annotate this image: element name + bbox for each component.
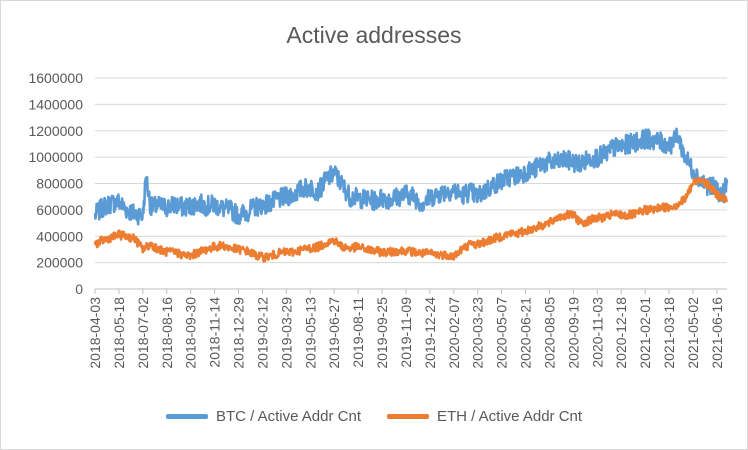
x-tick-label: 2020-11-03 <box>589 297 605 368</box>
x-tick-label: 2018-07-02 <box>135 297 151 369</box>
x-tick-label: 2018-12-29 <box>231 297 247 369</box>
x-tick-label: 2020-03-23 <box>470 297 486 369</box>
x-tick-label: 2019-06-27 <box>326 297 342 369</box>
x-tick-label: 2020-12-18 <box>613 297 629 369</box>
x-tick-label: 2020-05-07 <box>494 297 510 369</box>
legend-item-eth: ETH / Active Addr Cnt <box>387 408 582 425</box>
x-tick-label: 2020-06-21 <box>518 297 534 369</box>
y-tick-label: 400000 <box>36 228 83 244</box>
x-tick-label: 2021-03-18 <box>661 297 677 369</box>
x-tick-label: 2019-05-13 <box>302 297 318 369</box>
x-tick-label: 2021-06-16 <box>709 297 725 369</box>
x-tick-label: 2020-09-19 <box>565 297 581 369</box>
x-tick-label: 2019-11-09 <box>398 297 414 368</box>
x-tick-label: 2021-05-02 <box>685 297 701 369</box>
x-tick-label: 2018-09-30 <box>183 297 199 369</box>
legend: BTC / Active Addr Cnt ETH / Active Addr … <box>0 408 748 425</box>
y-axis-ticks: 0 200000 400000 600000 800000 1000000 1200000 1… <box>28 70 83 297</box>
legend-label-eth: ETH / Active Addr Cnt <box>437 408 583 425</box>
x-tick-label: 2018-05-18 <box>111 297 127 369</box>
y-tick-label: 1600000 <box>28 70 83 86</box>
x-tick-label: 2018-11-14 <box>207 297 223 368</box>
x-tick-label: 2020-08-05 <box>541 297 557 369</box>
x-tick-label: 2018-08-16 <box>159 297 175 369</box>
series-lines <box>93 127 729 263</box>
x-tick-label: 2020-02-07 <box>446 297 462 369</box>
x-axis-ticks: 2018-04-03 2018-05-18 2018-07-02 2018-08-16… <box>87 289 725 369</box>
legend-swatch-btc <box>165 414 208 419</box>
y-tick-label: 200000 <box>36 255 83 271</box>
y-tick-label: 1400000 <box>28 96 83 112</box>
x-tick-label: 2019-08-11 <box>350 297 366 368</box>
legend-label-btc: BTC / Active Addr Cnt <box>215 408 361 425</box>
x-tick-label: 2019-09-25 <box>374 297 390 369</box>
x-tick-label: 2019-02-12 <box>254 297 270 369</box>
chart-title: Active addresses <box>286 22 462 48</box>
y-tick-label: 0 <box>75 281 83 297</box>
y-tick-label: 1200000 <box>28 123 83 139</box>
x-tick-label: 2018-04-03 <box>87 297 103 369</box>
x-tick-label: 2019-03-29 <box>278 297 294 369</box>
btc-series-line <box>93 127 729 226</box>
y-tick-label: 1000000 <box>28 149 83 165</box>
gridlines <box>95 77 727 290</box>
y-tick-label: 600000 <box>36 202 83 218</box>
x-tick-label: 2019-12-24 <box>422 297 438 369</box>
x-tick-label: 2021-02-01 <box>637 297 653 369</box>
y-tick-label: 800000 <box>36 176 83 192</box>
legend-swatch-eth <box>387 414 429 419</box>
legend-item-btc: BTC / Active Addr Cnt <box>165 408 361 425</box>
eth-series-line <box>93 176 729 263</box>
